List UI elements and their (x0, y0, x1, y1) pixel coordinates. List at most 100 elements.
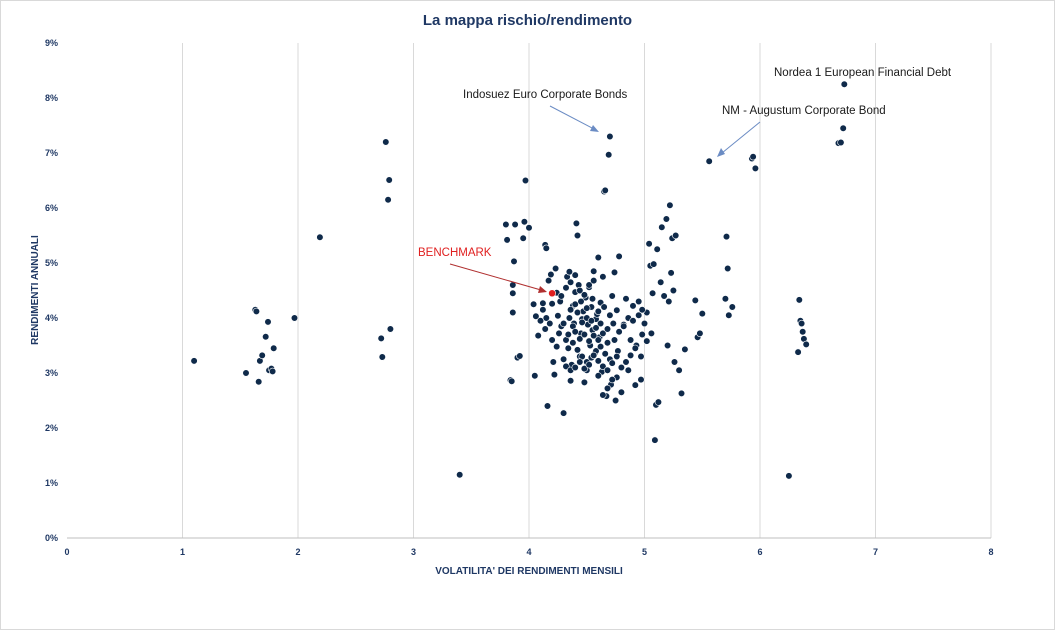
data-point (590, 277, 598, 285)
annotation-arrowhead-augustum (717, 148, 725, 157)
data-point (596, 319, 605, 328)
data-point (617, 388, 626, 396)
data-point (190, 357, 198, 365)
data-point (638, 306, 646, 314)
data-point (626, 351, 635, 360)
data-point (647, 329, 656, 338)
x-tick-label: 4 (526, 547, 531, 557)
data-point (606, 132, 614, 141)
data-point (650, 260, 658, 268)
data-point (599, 329, 607, 338)
data-point (577, 297, 585, 306)
data-point (562, 362, 570, 371)
data-point (508, 377, 516, 385)
data-point (785, 472, 793, 480)
data-point (648, 289, 657, 297)
data-point (573, 346, 582, 354)
y-tick-label: 7% (45, 148, 58, 158)
data-point (610, 336, 619, 344)
data-point (571, 271, 579, 279)
data-point (566, 306, 575, 314)
data-point (572, 219, 581, 227)
data-point (576, 358, 584, 366)
data-point (510, 257, 518, 266)
data-point (610, 268, 619, 277)
data-point (605, 151, 613, 159)
data-point (608, 292, 616, 300)
data-point (799, 328, 807, 336)
annotation-arrow-augustum (721, 121, 761, 154)
annotation-augustum: NM - Augustum Corporate Bond (717, 105, 886, 157)
y-tick-label: 4% (45, 313, 58, 323)
data-point (555, 329, 563, 338)
data-point (557, 292, 565, 300)
data-point (603, 384, 612, 393)
data-point (608, 359, 616, 367)
data-point (837, 138, 845, 147)
annotation-label-indosuez: Indosuez Euro Corporate Bonds (463, 89, 628, 101)
data-point (503, 236, 511, 244)
data-point (544, 277, 553, 285)
data-point (590, 332, 598, 340)
data-point (797, 319, 806, 328)
data-point (534, 332, 542, 340)
x-tick-label: 8 (988, 547, 993, 557)
y-axis-label: RENDIMENTI ANNUALI (30, 235, 41, 345)
data-point (609, 319, 617, 328)
data-point (262, 333, 270, 341)
data-point (600, 303, 608, 311)
grid-lines (182, 43, 992, 538)
data-point (594, 372, 602, 380)
data-point (384, 196, 392, 204)
data-point (580, 330, 589, 339)
data-point (255, 378, 263, 386)
data-point (635, 297, 643, 306)
data-point (531, 372, 539, 380)
data-point (728, 303, 736, 311)
data-point (677, 389, 686, 398)
data-point (617, 363, 626, 372)
data-point (546, 319, 554, 328)
data-point (511, 220, 519, 229)
data-point (629, 317, 637, 325)
data-point (529, 300, 538, 308)
data-point (681, 345, 689, 354)
data-point (601, 350, 609, 358)
data-point (578, 318, 586, 327)
data-point (635, 311, 643, 319)
benchmark-arrow (449, 263, 542, 291)
data-point (696, 329, 704, 338)
data-point (594, 253, 602, 262)
data-point (624, 366, 632, 374)
data-point (564, 330, 572, 339)
data-point (645, 240, 653, 248)
data-point (654, 398, 663, 406)
data-point (536, 317, 545, 325)
data-point (566, 278, 575, 286)
annotation-arrow-indosuez (549, 105, 595, 130)
y-tick-label: 9% (45, 38, 58, 48)
annotation-arrowhead-indosuez (590, 125, 599, 132)
data-point (620, 322, 628, 330)
data-point (631, 344, 639, 352)
y-tick-label: 8% (45, 93, 58, 103)
data-point (629, 302, 637, 310)
data-point (551, 264, 560, 273)
chart-title: La mappa rischio/rendimento (422, 12, 633, 29)
data-point (691, 296, 699, 305)
data-point (559, 409, 568, 417)
data-point (502, 220, 510, 229)
y-tick-label: 0% (45, 533, 58, 543)
data-point (588, 295, 597, 303)
data-point (520, 218, 529, 226)
data-point (662, 215, 671, 223)
benchmark-arrowhead (538, 286, 547, 293)
data-point (539, 299, 547, 307)
data-point (638, 330, 646, 339)
data-point (839, 124, 847, 132)
data-point (573, 308, 582, 317)
y-tick-label: 2% (45, 423, 58, 433)
data-point (613, 352, 621, 361)
data-point (509, 308, 517, 317)
